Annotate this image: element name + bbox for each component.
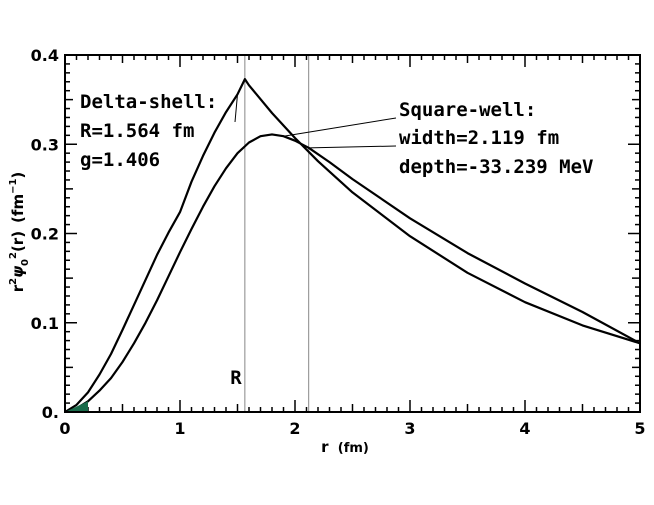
x-tick-label: 2	[289, 419, 300, 438]
delta-shell-curve	[64, 78, 641, 413]
plot-frame	[64, 54, 641, 413]
reference-lines	[244, 55, 310, 412]
delta-shell-annotation: Delta-shell: R=1.564 fm g=1.406	[80, 91, 229, 171]
square-well-curve	[64, 133, 641, 414]
x-tick-label: 5	[634, 419, 645, 438]
square-well-leader	[283, 117, 397, 137]
y-tick-label: 0.	[42, 403, 59, 422]
origin-marker	[65, 401, 88, 412]
delta-shell-leader	[234, 94, 238, 123]
y-tick-labels: 0. 0.1 0.2 0.3 0.4	[31, 46, 59, 422]
y-tick-label: 0.3	[31, 135, 59, 154]
square-well-annotation: Square-well: width=2.119 fm depth=-33.23…	[399, 99, 593, 178]
y-tick-label: 0.4	[31, 46, 59, 65]
square-well-depth-leader	[308, 145, 397, 149]
x-tick-labels: 0 1 2 3 4 5	[59, 419, 645, 438]
series-group	[64, 78, 641, 414]
y-tick-label: 0.2	[31, 225, 59, 244]
annotation-leaders	[234, 94, 397, 149]
x-tick-label: 1	[174, 419, 185, 438]
y-tick-label: 0.1	[31, 314, 59, 333]
x-tick-label: 4	[519, 419, 530, 438]
x-tick-label: 0	[59, 419, 70, 438]
vline-label-r: R	[230, 367, 242, 389]
x-axis-label: r (fm)	[321, 438, 369, 456]
y-axis-label: r2ψ02(r)(fm−1)	[8, 172, 31, 293]
x-tick-label: 3	[404, 419, 415, 438]
